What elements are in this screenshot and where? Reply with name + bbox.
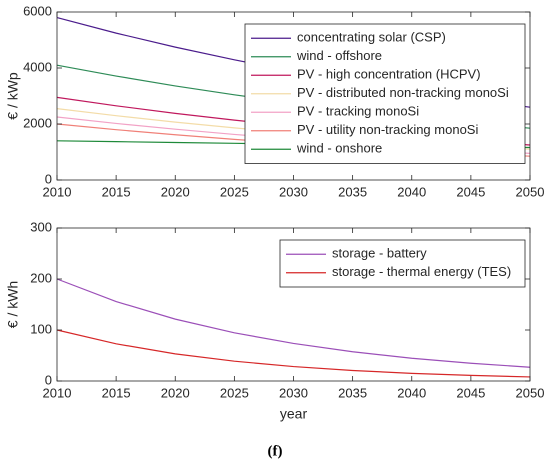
x-tick-label: 2010 <box>43 184 72 199</box>
legend-box <box>244 23 526 164</box>
x-tick-label: 2050 <box>516 184 545 199</box>
y-tick-label: 0 <box>45 171 52 186</box>
series-line <box>56 278 531 368</box>
y-tick-label: 0 <box>45 372 52 387</box>
x-tick-label: 2015 <box>102 385 131 400</box>
series-line <box>56 329 531 378</box>
x-tick-label: 2025 <box>220 385 249 400</box>
caption: (f) <box>268 443 283 459</box>
legend-label: wind - onshore <box>296 141 382 156</box>
x-tick-label: 2045 <box>456 184 485 199</box>
y-axis-label: € / kWp <box>5 72 21 120</box>
legend-label: PV - tracking monoSi <box>297 104 419 119</box>
legend-box <box>279 239 526 288</box>
legend-label: PV - high concentration (HCPV) <box>297 67 481 82</box>
y-tick-label: 300 <box>30 219 52 234</box>
x-tick-label: 2035 <box>338 385 367 400</box>
legend-label: PV - distributed non-tracking monoSi <box>297 85 509 100</box>
x-tick-label: 2030 <box>279 184 308 199</box>
x-tick-label: 2030 <box>279 385 308 400</box>
x-tick-label: 2020 <box>161 184 190 199</box>
legend-label: wind - offshore <box>296 48 382 63</box>
x-tick-label: 2015 <box>102 184 131 199</box>
y-tick-label: 6000 <box>23 3 52 18</box>
x-tick-label: 2035 <box>338 184 367 199</box>
legend-label: concentrating solar (CSP) <box>297 30 446 45</box>
x-tick-label: 2050 <box>516 385 545 400</box>
x-tick-label: 2045 <box>456 385 485 400</box>
x-tick-label: 2025 <box>220 184 249 199</box>
legend-label: storage - battery <box>332 246 427 261</box>
x-tick-label: 2040 <box>397 184 426 199</box>
legend-label: storage - thermal energy (TES) <box>332 264 511 279</box>
y-tick-label: 4000 <box>23 59 52 74</box>
x-tick-label: 2040 <box>397 385 426 400</box>
y-tick-label: 100 <box>30 321 52 336</box>
y-axis-label: € / kWh <box>5 281 21 328</box>
legend-label: PV - utility non-tracking monoSi <box>297 122 478 137</box>
x-tick-label: 2020 <box>161 385 190 400</box>
x-tick-label: 2010 <box>43 385 72 400</box>
y-tick-label: 2000 <box>23 115 52 130</box>
x-axis-label: year <box>280 406 308 422</box>
y-tick-label: 200 <box>30 270 52 285</box>
